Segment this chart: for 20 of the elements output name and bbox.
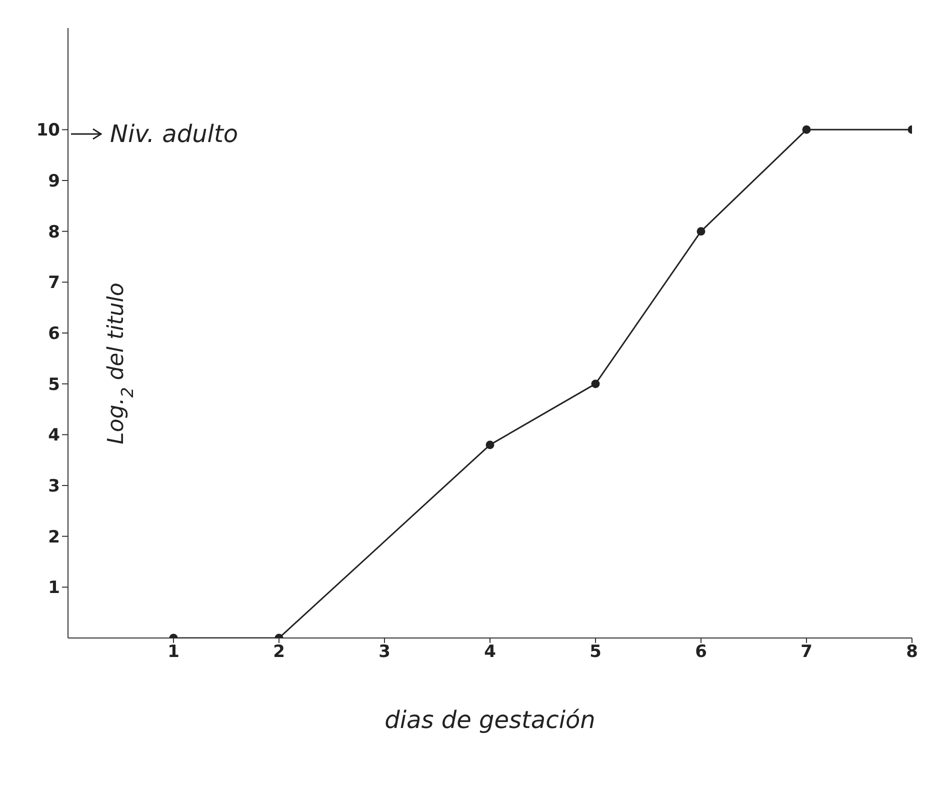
x-tick-label: 7 (800, 642, 812, 662)
y-tick-label: 1 (48, 578, 60, 598)
y-tick-label: 7 (48, 273, 60, 294)
x-tick-label: 8 (906, 642, 918, 662)
annotation: Niv. adulto (110, 120, 238, 148)
x-tick-label: 6 (695, 642, 707, 662)
y-tick-label: 10 (36, 120, 60, 141)
y-tick-label: 4 (48, 426, 60, 446)
x-tick-label: 5 (590, 642, 602, 662)
x-tick-label: 3 (378, 642, 390, 662)
y-tick-label: 2 (48, 527, 60, 548)
y-tick-label: 5 (48, 374, 60, 395)
x-tick-label: 2 (273, 642, 285, 662)
x-axis-title: dias de gestación (384, 706, 596, 734)
y-tick-label: 6 (48, 324, 60, 344)
x-tick-label: 1 (168, 642, 180, 662)
y-tick-label: 3 (48, 476, 60, 497)
y-tick-label: 9 (48, 172, 60, 192)
x-tick-label: 4 (484, 642, 496, 662)
y-tick-label: 8 (48, 222, 60, 242)
